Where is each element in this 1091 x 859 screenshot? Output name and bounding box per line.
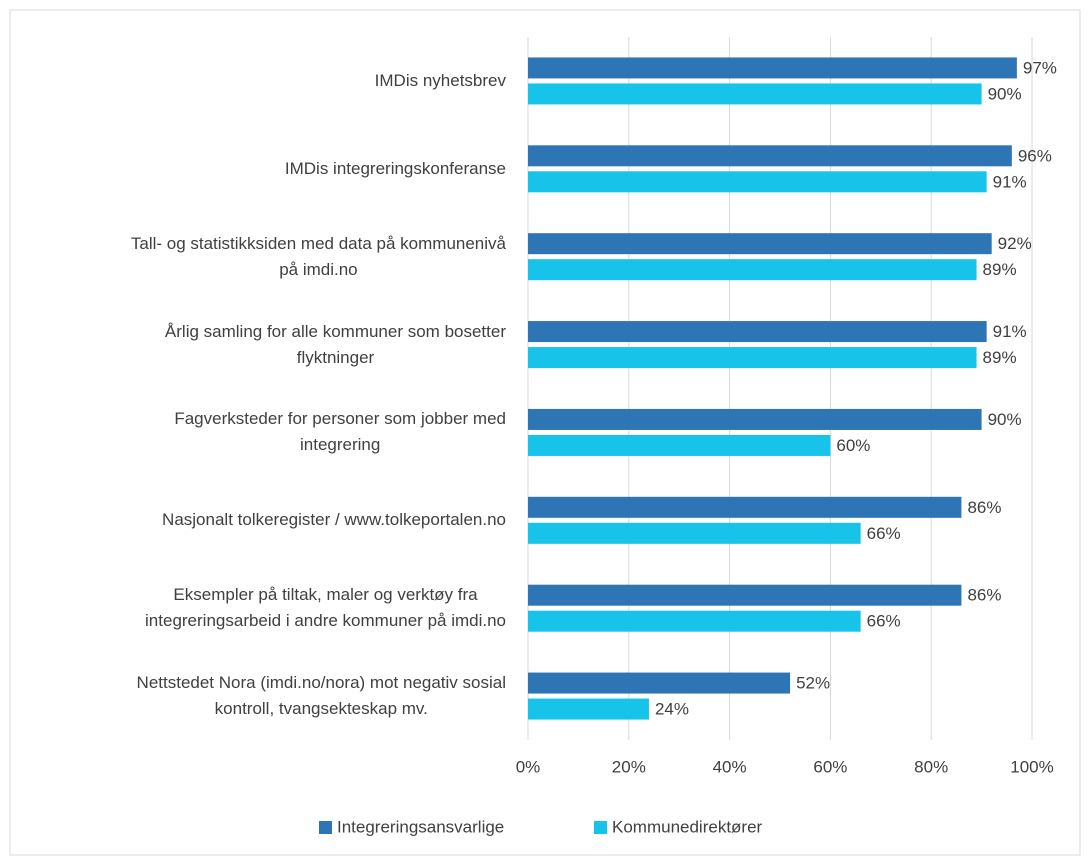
y-tick-label: Årlig samling for alle kommuner som bose…: [164, 321, 506, 367]
y-tick-label: Nasjonalt tolkeregister / www.tolkeporta…: [162, 510, 506, 530]
bar: [528, 57, 1017, 79]
bar: [528, 522, 861, 544]
data-label: 92%: [998, 234, 1032, 253]
bar: [528, 698, 649, 720]
bar: [528, 83, 982, 105]
x-tick-label: 40%: [713, 757, 747, 776]
y-tick-label: Tall- og statistikksiden med data på kom…: [130, 233, 506, 279]
data-label: 89%: [983, 348, 1017, 367]
bar: [528, 408, 982, 430]
y-tick-label: Nettstedet Nora (imdi.no/nora) mot negat…: [136, 673, 506, 719]
bar: [528, 610, 861, 632]
y-tick-label: Eksempler på tiltak, maler og verktøy fr…: [145, 585, 506, 631]
bar: [528, 434, 831, 456]
y-tick-label: IMDis integreringskonferanse: [284, 158, 506, 178]
data-label: 66%: [867, 524, 901, 543]
x-tick-label: 80%: [914, 757, 948, 776]
data-label: 86%: [967, 586, 1001, 605]
data-label: 96%: [1018, 146, 1052, 165]
legend-label: Kommunedirektører: [612, 817, 763, 836]
x-tick-label: 20%: [612, 757, 646, 776]
data-label: 90%: [988, 84, 1022, 103]
bar: [528, 233, 992, 255]
frame: [9, 9, 1081, 856]
data-label: 60%: [836, 436, 870, 455]
data-label: 89%: [983, 260, 1017, 279]
legend-label: Integreringsansvarlige: [337, 817, 504, 836]
x-tick-label: 0%: [516, 757, 541, 776]
data-label: 24%: [655, 700, 689, 719]
legend-swatch: [594, 821, 607, 834]
bar: [528, 347, 977, 369]
legend-swatch: [319, 821, 332, 834]
bar: [528, 321, 987, 343]
data-label: 91%: [993, 172, 1027, 191]
data-label: 66%: [867, 612, 901, 631]
y-tick-label: Fagverksteder for personer som jobber me…: [174, 409, 506, 455]
y-tick-label: IMDis nyhetsbrev: [374, 70, 506, 90]
data-label: 52%: [796, 674, 830, 693]
bar: [528, 171, 987, 193]
bar: [528, 259, 977, 281]
bar: [528, 584, 962, 606]
data-label: 91%: [993, 322, 1027, 341]
bar: [528, 145, 1012, 167]
x-tick-label: 60%: [813, 757, 847, 776]
data-label: 90%: [988, 410, 1022, 429]
bar: [528, 496, 962, 518]
x-tick-label: 100%: [1010, 757, 1053, 776]
data-label: 97%: [1023, 58, 1057, 77]
bar: [528, 672, 791, 694]
data-label: 86%: [967, 498, 1001, 517]
